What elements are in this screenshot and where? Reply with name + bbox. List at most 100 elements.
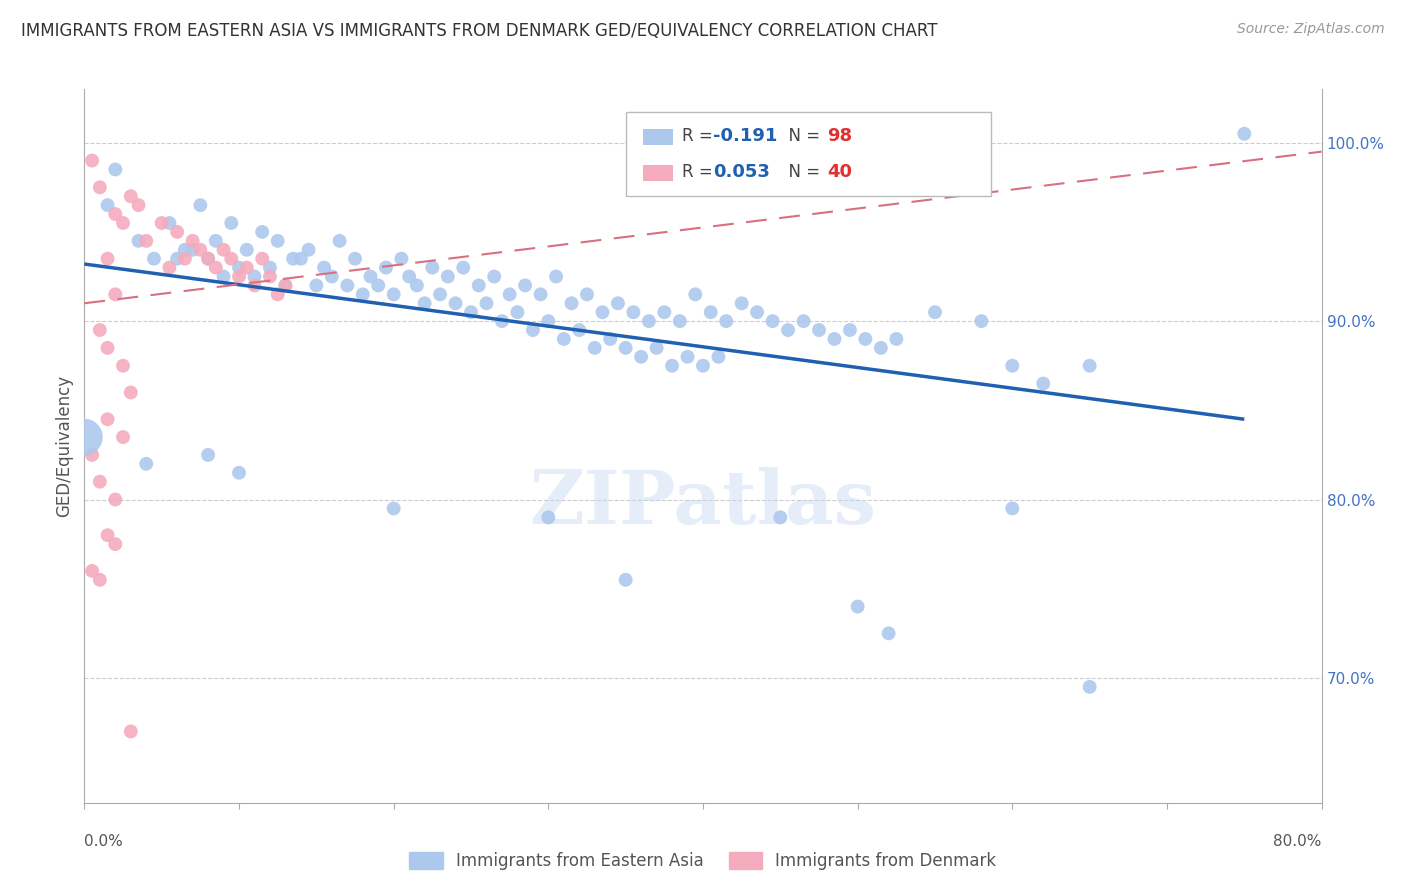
Point [846,599,869,614]
Text: 0.0%: 0.0% [84,834,124,849]
Point [290,252,312,266]
Point [522,323,544,337]
Point [197,448,219,462]
Point [654,305,676,319]
Point [422,260,444,275]
Text: R =: R = [682,163,718,181]
Point [382,287,405,301]
Point [592,305,614,319]
Point [236,260,259,275]
Point [877,626,900,640]
Point [614,341,637,355]
Point [839,323,862,337]
Point [120,385,142,400]
Text: 80.0%: 80.0% [1274,834,1322,849]
Point [568,323,591,337]
Point [166,225,188,239]
Legend: Immigrants from Eastern Asia, Immigrants from Denmark: Immigrants from Eastern Asia, Immigrants… [402,845,1004,877]
Point [274,278,297,293]
Point [112,359,135,373]
Point [104,162,127,177]
Point [685,287,707,301]
Point [762,314,785,328]
Point [352,287,374,301]
Point [692,359,714,373]
Point [530,287,553,301]
Point [267,287,290,301]
Point [824,332,846,346]
Point [444,296,467,310]
Point [429,287,451,301]
Point [259,269,281,284]
Point [1001,501,1024,516]
Point [82,153,104,168]
Point [491,314,513,328]
Point [769,510,792,524]
Point [970,314,993,328]
Point [886,332,908,346]
Point [73,430,96,444]
Point [576,287,599,301]
Point [716,314,738,328]
Point [212,243,235,257]
Point [870,341,893,355]
Point [97,528,120,542]
Point [197,252,219,266]
Point [375,260,398,275]
Point [159,216,181,230]
Point [128,234,150,248]
Point [367,278,389,293]
Point [89,475,111,489]
Point [778,323,800,337]
Point [1078,680,1101,694]
Point [283,252,305,266]
Point [676,350,699,364]
Point [336,278,359,293]
Point [298,243,321,257]
Point [97,412,120,426]
Point [82,448,104,462]
Point [413,296,436,310]
Point [228,260,250,275]
Point [228,269,250,284]
Point [475,296,498,310]
Point [120,724,142,739]
Point [1078,359,1101,373]
Point [205,260,228,275]
Point [97,341,120,355]
Point [630,350,652,364]
Text: N =: N = [778,163,825,181]
Point [188,243,212,257]
Point [135,457,157,471]
Point [468,278,491,293]
Y-axis label: GED/Equivalency: GED/Equivalency [55,375,73,517]
Point [221,216,243,230]
Text: 98: 98 [827,128,852,145]
Point [104,537,127,551]
Point [321,269,343,284]
Point [599,332,621,346]
Point [391,252,413,266]
Point [89,323,111,337]
Point [1032,376,1054,391]
Point [89,180,111,194]
Point [537,510,560,524]
Point [607,296,630,310]
Point [174,243,197,257]
Point [382,501,405,516]
Point [398,269,420,284]
Text: ZIPatlas: ZIPatlas [530,467,876,540]
Point [236,243,259,257]
Point [546,269,568,284]
Point [623,305,645,319]
Point [305,278,328,293]
Point [274,278,297,293]
Point [120,189,142,203]
Text: Source: ZipAtlas.com: Source: ZipAtlas.com [1237,22,1385,37]
Point [499,287,522,301]
Point [97,252,120,266]
Point [460,305,482,319]
Point [360,269,382,284]
Point [259,260,281,275]
Point [205,234,228,248]
